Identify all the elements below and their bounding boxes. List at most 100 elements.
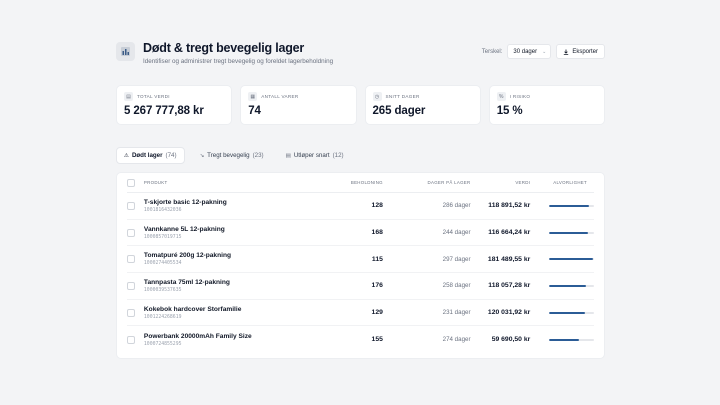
- stock-qty: 168: [371, 229, 383, 237]
- kpi-card-total-value: ▤ TOTAL VERDI 5 267 777,88 kr: [116, 85, 233, 125]
- severity-bar: [549, 338, 594, 341]
- tab-dead-stock[interactable]: ⚠ Dødt lager (74): [116, 147, 185, 164]
- row-checkbox[interactable]: [127, 228, 135, 237]
- table-header: PRODUKT BEHOLDNING DAGER PÅ LAGER VERDI …: [127, 173, 594, 193]
- calendar-icon: ▤: [285, 152, 291, 159]
- threshold-value: 30 dager: [513, 48, 538, 55]
- table-body: T-skjorte basic 12-pakning 1001816432036 1…: [127, 193, 594, 353]
- column-header-severity[interactable]: ALVORLIGHET: [553, 180, 587, 185]
- page-subtitle: Identifiser og administrer tregt bevegel…: [143, 58, 334, 65]
- stock-value: 118 057,28 kr: [488, 282, 531, 290]
- warning-icon: ⚠: [124, 152, 129, 159]
- stock-value: 116 664,24 kr: [488, 229, 531, 237]
- column-header-product[interactable]: PRODUKT: [143, 180, 168, 185]
- severity-bar-fill: [549, 338, 580, 341]
- row-checkbox[interactable]: [127, 335, 135, 344]
- threshold-label: Terskel:: [481, 48, 503, 55]
- kpi-label: SNITT DAGER: [385, 94, 420, 99]
- stock-value: 181 489,55 kr: [487, 255, 531, 263]
- page: Dødt & tregt bevegelig lager Identifiser…: [116, 40, 605, 360]
- tab-label: Tregt bevegelig: [207, 152, 250, 159]
- severity-bar: [549, 231, 594, 234]
- tab-label: Utløper snart: [293, 152, 330, 159]
- days-in-stock: 274 dager: [442, 336, 471, 344]
- product-name: Powerbank 20000mAh Family Size: [143, 332, 252, 340]
- severity-bar: [549, 258, 594, 261]
- severity-bar-fill: [549, 311, 585, 314]
- kpi-value: 15 %: [496, 105, 523, 117]
- table-row[interactable]: Powerbank 20000mAh Family Size 1000724855…: [127, 326, 594, 353]
- stock-qty: 115: [371, 255, 383, 263]
- tab-slow-moving[interactable]: ↘ Tregt bevegelig (23): [193, 147, 271, 164]
- column-header-value[interactable]: VERDI: [515, 180, 531, 185]
- title-block: Dødt & tregt bevegelig lager Identifiser…: [116, 40, 333, 65]
- page-header: Dødt & tregt bevegelig lager Identifiser…: [116, 40, 605, 65]
- stock-qty: 155: [371, 336, 383, 344]
- kpi-label: TOTAL VERDI: [137, 94, 170, 99]
- column-header-days[interactable]: DAGER PÅ LAGER: [427, 180, 471, 185]
- select-all-checkbox[interactable]: [127, 178, 135, 187]
- severity-bar-fill: [549, 284, 587, 287]
- tab-label: Dødt lager: [131, 152, 163, 159]
- table-row[interactable]: Tannpasta 75ml 12-pakning 1000039537635 17…: [127, 273, 594, 300]
- severity-bar-fill: [549, 204, 589, 207]
- report-icon: [116, 42, 135, 61]
- stock-value: 59 690,50 kr: [491, 336, 531, 344]
- header-controls: Terskel: 30 dager ⌄ Eksporter: [482, 44, 605, 59]
- stock-qty: 129: [371, 309, 383, 317]
- product-name: Tomatpuré 200g 12-pakning: [143, 252, 232, 260]
- severity-bar-fill: [549, 231, 588, 234]
- days-in-stock: 258 dager: [442, 282, 471, 290]
- trend-down-icon: ↘: [199, 152, 205, 159]
- product-name: Kokebok hardcover Storfamilie: [143, 305, 242, 313]
- kpi-label: I RISIKO: [509, 94, 531, 99]
- kpi-value: 5 267 777,88 kr: [124, 105, 204, 117]
- stock-qty: 128: [371, 202, 383, 210]
- percent-icon: %: [496, 92, 506, 101]
- product-name: Vannkanne 5L 12-pakning: [143, 225, 225, 233]
- kpi-card-at-risk: % I RISIKO 15 %: [488, 85, 605, 125]
- download-icon: [564, 49, 569, 55]
- coins-icon: ▤: [124, 92, 133, 101]
- stock-value: 120 031,92 kr: [487, 309, 531, 317]
- days-in-stock: 231 dager: [442, 309, 471, 317]
- product-name: T-skjorte basic 12-pakning: [143, 198, 227, 206]
- table-row[interactable]: Tomatpuré 200g 12-pakning 1000274405534 11…: [127, 246, 594, 274]
- days-in-stock: 297 dager: [442, 255, 471, 263]
- stock-value: 118 891,52 kr: [488, 202, 531, 210]
- table-row[interactable]: T-skjorte basic 12-pakning 1001816432036 1…: [127, 193, 594, 220]
- product-sku: 1000274405534: [143, 261, 182, 267]
- severity-bar: [549, 311, 594, 314]
- kpi-label: ANTALL VARER: [261, 94, 299, 99]
- product-sku: 1001224268619: [143, 314, 182, 320]
- threshold-select[interactable]: 30 dager ⌄: [507, 44, 552, 59]
- product-sku: 1000857019715: [143, 234, 182, 240]
- tab-expiring-soon[interactable]: ▤ Utløper snart (12): [279, 147, 351, 164]
- days-in-stock: 286 dager: [442, 202, 471, 210]
- severity-bar: [549, 204, 594, 207]
- tab-count: (23): [252, 152, 264, 159]
- row-checkbox[interactable]: [127, 281, 135, 290]
- severity-bar: [549, 284, 594, 287]
- column-header-qty[interactable]: BEHOLDNING: [350, 180, 383, 185]
- days-in-stock: 244 dager: [442, 229, 471, 237]
- clock-icon: ◷: [372, 92, 382, 101]
- kpi-value: 74: [248, 105, 261, 117]
- kpi-card-avg-days: ◷ SNITT DAGER 265 dager: [364, 85, 481, 125]
- severity-bar-fill: [549, 258, 593, 261]
- page-title: Dødt & tregt bevegelig lager: [143, 41, 305, 55]
- table-row[interactable]: Vannkanne 5L 12-pakning 1000857019715 168 2…: [127, 220, 594, 247]
- row-checkbox[interactable]: [127, 308, 135, 317]
- tab-bar: ⚠ Dødt lager (74) ↘ Tregt bevegelig (23)…: [116, 147, 605, 164]
- product-name: Tannpasta 75ml 12-pakning: [143, 278, 230, 286]
- row-checkbox[interactable]: [127, 255, 135, 264]
- product-sku: 1000724855295: [143, 341, 182, 347]
- row-checkbox[interactable]: [127, 201, 135, 210]
- tab-count: (74): [165, 152, 177, 159]
- kpi-card-item-count: ▦ ANTALL VARER 74: [240, 85, 357, 125]
- box-icon: ▦: [248, 92, 258, 101]
- stock-qty: 176: [371, 282, 383, 290]
- export-button[interactable]: Eksporter: [556, 44, 605, 59]
- inventory-table: PRODUKT BEHOLDNING DAGER PÅ LAGER VERDI …: [116, 172, 605, 360]
- table-row[interactable]: Kokebok hardcover Storfamilie 10012242686…: [127, 300, 594, 327]
